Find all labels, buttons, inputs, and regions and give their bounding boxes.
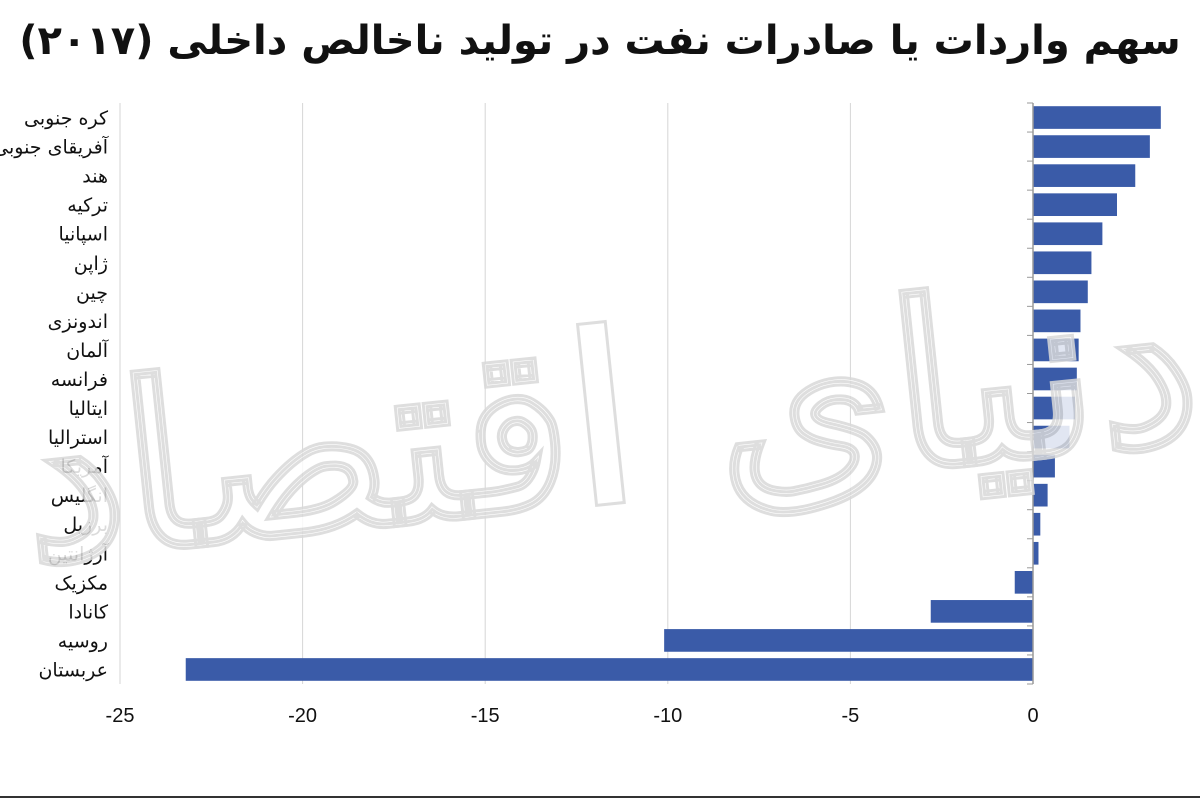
category-label: آلمان <box>66 338 109 362</box>
bar <box>1033 483 1048 507</box>
category-label: اندونزی <box>48 311 108 333</box>
bar <box>1033 280 1088 304</box>
category-label: انگلیس <box>51 484 108 507</box>
category-label: ترکیه <box>67 195 108 217</box>
category-labels: کره جنوبی آفریقای جنوبی هند ترکیه اسپانیا ژاپ… <box>0 108 109 682</box>
bottom-border <box>0 796 1200 798</box>
grid-lines <box>119 103 851 684</box>
category-label: اسپانیا <box>58 224 108 246</box>
category-label: فرانسه <box>51 369 108 391</box>
x-tick-label: -25 <box>106 705 135 727</box>
chart-title: سهم واردات یا صادرات نفت در تولید ناخالص… <box>19 18 1181 64</box>
bar <box>1033 454 1055 478</box>
bar <box>1033 512 1041 536</box>
bar <box>1033 222 1103 246</box>
bar <box>1014 570 1033 594</box>
bar <box>1033 164 1136 187</box>
category-label: کره جنوبی <box>24 108 109 130</box>
bar <box>1033 106 1161 129</box>
bar <box>1033 193 1117 217</box>
bar <box>1033 425 1070 449</box>
category-label: ایتالیا <box>69 398 108 420</box>
x-tick-labels: -25 -20 -15 -10 -5 0 <box>106 705 1039 727</box>
bar <box>930 600 1033 623</box>
bars <box>185 106 1161 681</box>
bar <box>664 629 1033 652</box>
bar <box>185 658 1034 681</box>
category-label: ژاپن <box>74 253 108 275</box>
category-label: چین <box>76 282 108 304</box>
category-label: آرژانتین <box>48 541 109 565</box>
x-tick-label: 0 <box>1027 705 1038 727</box>
x-tick-label: -20 <box>288 705 317 727</box>
bar <box>1033 251 1092 275</box>
category-label: عربستان <box>38 659 108 681</box>
x-tick-label: -5 <box>842 705 860 727</box>
watermark-logo: دنیای اقتصاد <box>7 224 1200 616</box>
category-label: برزیل <box>63 514 108 536</box>
category-label: هند <box>82 166 108 188</box>
category-label: آفریقای جنوبی <box>0 135 109 159</box>
category-label: کانادا <box>68 601 109 623</box>
bar <box>1033 309 1081 333</box>
category-label: مکزیک <box>55 572 108 594</box>
category-label: روسیه <box>58 630 108 652</box>
bar <box>1033 135 1150 158</box>
bar <box>1033 396 1075 420</box>
bar <box>1033 367 1077 391</box>
category-label: آمریکا <box>60 454 108 478</box>
x-tick-label: -15 <box>471 705 500 727</box>
bar <box>1033 338 1079 362</box>
bar <box>1033 541 1039 565</box>
axes <box>1027 102 1034 685</box>
category-label: استرالیا <box>48 427 108 449</box>
x-tick-label: -10 <box>653 705 682 727</box>
